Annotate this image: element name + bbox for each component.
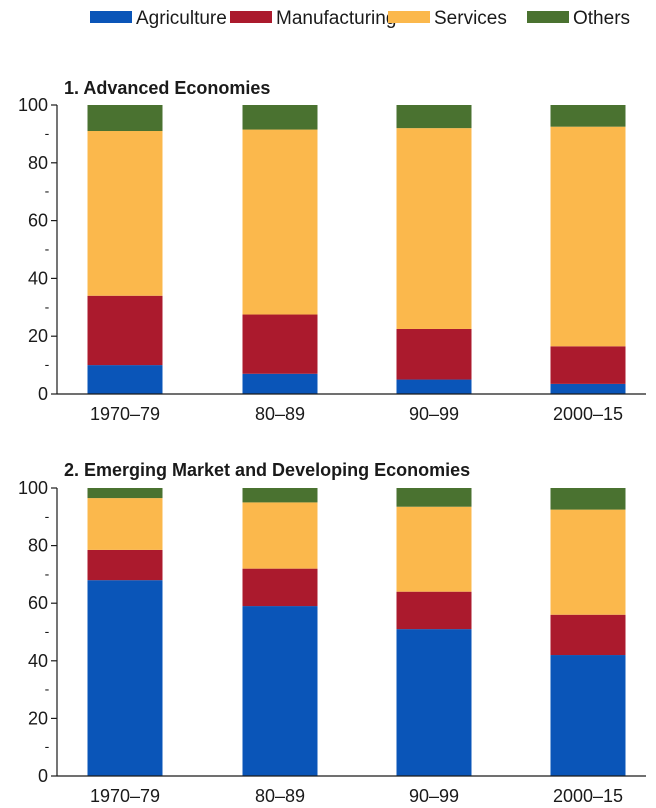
y-tick-label: 80: [28, 536, 48, 556]
y-minor-tick-label: -: [45, 356, 50, 372]
bar-services-90-99: [396, 128, 472, 329]
y-tick-label: 80: [28, 153, 48, 173]
bar-others-2000-15: [550, 488, 626, 510]
y-tick-label: 60: [28, 593, 48, 613]
y-tick-label: 0: [38, 766, 48, 786]
legend-swatch-manufacturing: [230, 11, 272, 23]
legend-swatch-others: [527, 11, 569, 23]
bar-others-2000-15: [550, 105, 626, 127]
legend-label-agriculture: Agriculture: [136, 8, 227, 29]
legend-swatch-agriculture: [90, 11, 132, 23]
bar-others-80-89: [242, 488, 318, 503]
y-minor-tick-label: -: [45, 298, 50, 314]
x-tick-label: 80–89: [255, 404, 305, 424]
x-tick-label: 1970–79: [90, 786, 160, 806]
bar-services-80-89: [242, 129, 318, 315]
x-tick-label: 2000–15: [553, 786, 623, 806]
bar-manufacturing-2000-15: [550, 346, 626, 384]
legend-label-services: Services: [434, 8, 507, 29]
y-tick-label: 20: [28, 708, 48, 728]
y-minor-tick-label: -: [45, 508, 50, 524]
bar-services-2000-15: [550, 509, 626, 615]
bar-manufacturing-90-99: [396, 591, 472, 630]
y-minor-tick-label: -: [45, 183, 50, 199]
bar-services-1970-79: [87, 131, 163, 296]
y-tick-label: 60: [28, 211, 48, 231]
legend: Agriculture Manufacturing Services Others: [90, 8, 630, 29]
y-minor-tick-label: -: [45, 125, 50, 141]
bar-agriculture-90-99: [396, 629, 472, 776]
bar-manufacturing-90-99: [396, 328, 472, 380]
bar-others-80-89: [242, 105, 318, 130]
bar-agriculture-2000-15: [550, 383, 626, 394]
y-minor-tick-label: -: [45, 565, 50, 581]
y-minor-tick-label: -: [45, 623, 50, 639]
legend-swatch-services: [388, 11, 430, 23]
x-tick-label: 2000–15: [553, 404, 623, 424]
bar-manufacturing-80-89: [242, 314, 318, 374]
bar-manufacturing-1970-79: [87, 549, 163, 581]
bar-others-1970-79: [87, 105, 163, 132]
bar-others-90-99: [396, 105, 472, 129]
y-tick-label: 100: [18, 95, 48, 115]
bar-agriculture-1970-79: [87, 365, 163, 394]
bar-manufacturing-1970-79: [87, 295, 163, 366]
y-minor-tick-label: -: [45, 738, 50, 754]
panel-emerging-economies: 2. Emerging Market and Developing Econom…: [18, 460, 646, 806]
x-tick-label: 80–89: [255, 786, 305, 806]
legend-label-others: Others: [573, 8, 630, 29]
bar-agriculture-2000-15: [550, 655, 626, 776]
y-minor-tick-label: -: [45, 241, 50, 257]
y-tick-label: 0: [38, 384, 48, 404]
bar-others-1970-79: [87, 488, 163, 499]
panel-title: 2. Emerging Market and Developing Econom…: [64, 460, 470, 480]
y-minor-tick-label: -: [45, 681, 50, 697]
legend-label-manufacturing: Manufacturing: [276, 8, 396, 29]
bar-services-2000-15: [550, 126, 626, 347]
bar-agriculture-80-89: [242, 373, 318, 394]
panel-title: 1. Advanced Economies: [64, 78, 270, 98]
x-tick-label: 1970–79: [90, 404, 160, 424]
bar-others-90-99: [396, 488, 472, 507]
bar-manufacturing-2000-15: [550, 614, 626, 656]
bar-agriculture-80-89: [242, 606, 318, 776]
bar-agriculture-1970-79: [87, 580, 163, 776]
panel-advanced-economies: 1. Advanced Economies 0 20 40 60 80 100 - - - - - 1…: [18, 78, 646, 424]
x-tick-label: 90–99: [409, 786, 459, 806]
y-tick-label: 20: [28, 326, 48, 346]
y-tick-label: 100: [18, 478, 48, 498]
bar-services-90-99: [396, 506, 472, 592]
x-tick-label: 90–99: [409, 404, 459, 424]
bar-services-80-89: [242, 502, 318, 569]
bar-manufacturing-80-89: [242, 568, 318, 607]
y-tick-label: 40: [28, 651, 48, 671]
bar-services-1970-79: [87, 498, 163, 550]
bar-agriculture-90-99: [396, 379, 472, 394]
y-tick-label: 40: [28, 268, 48, 288]
